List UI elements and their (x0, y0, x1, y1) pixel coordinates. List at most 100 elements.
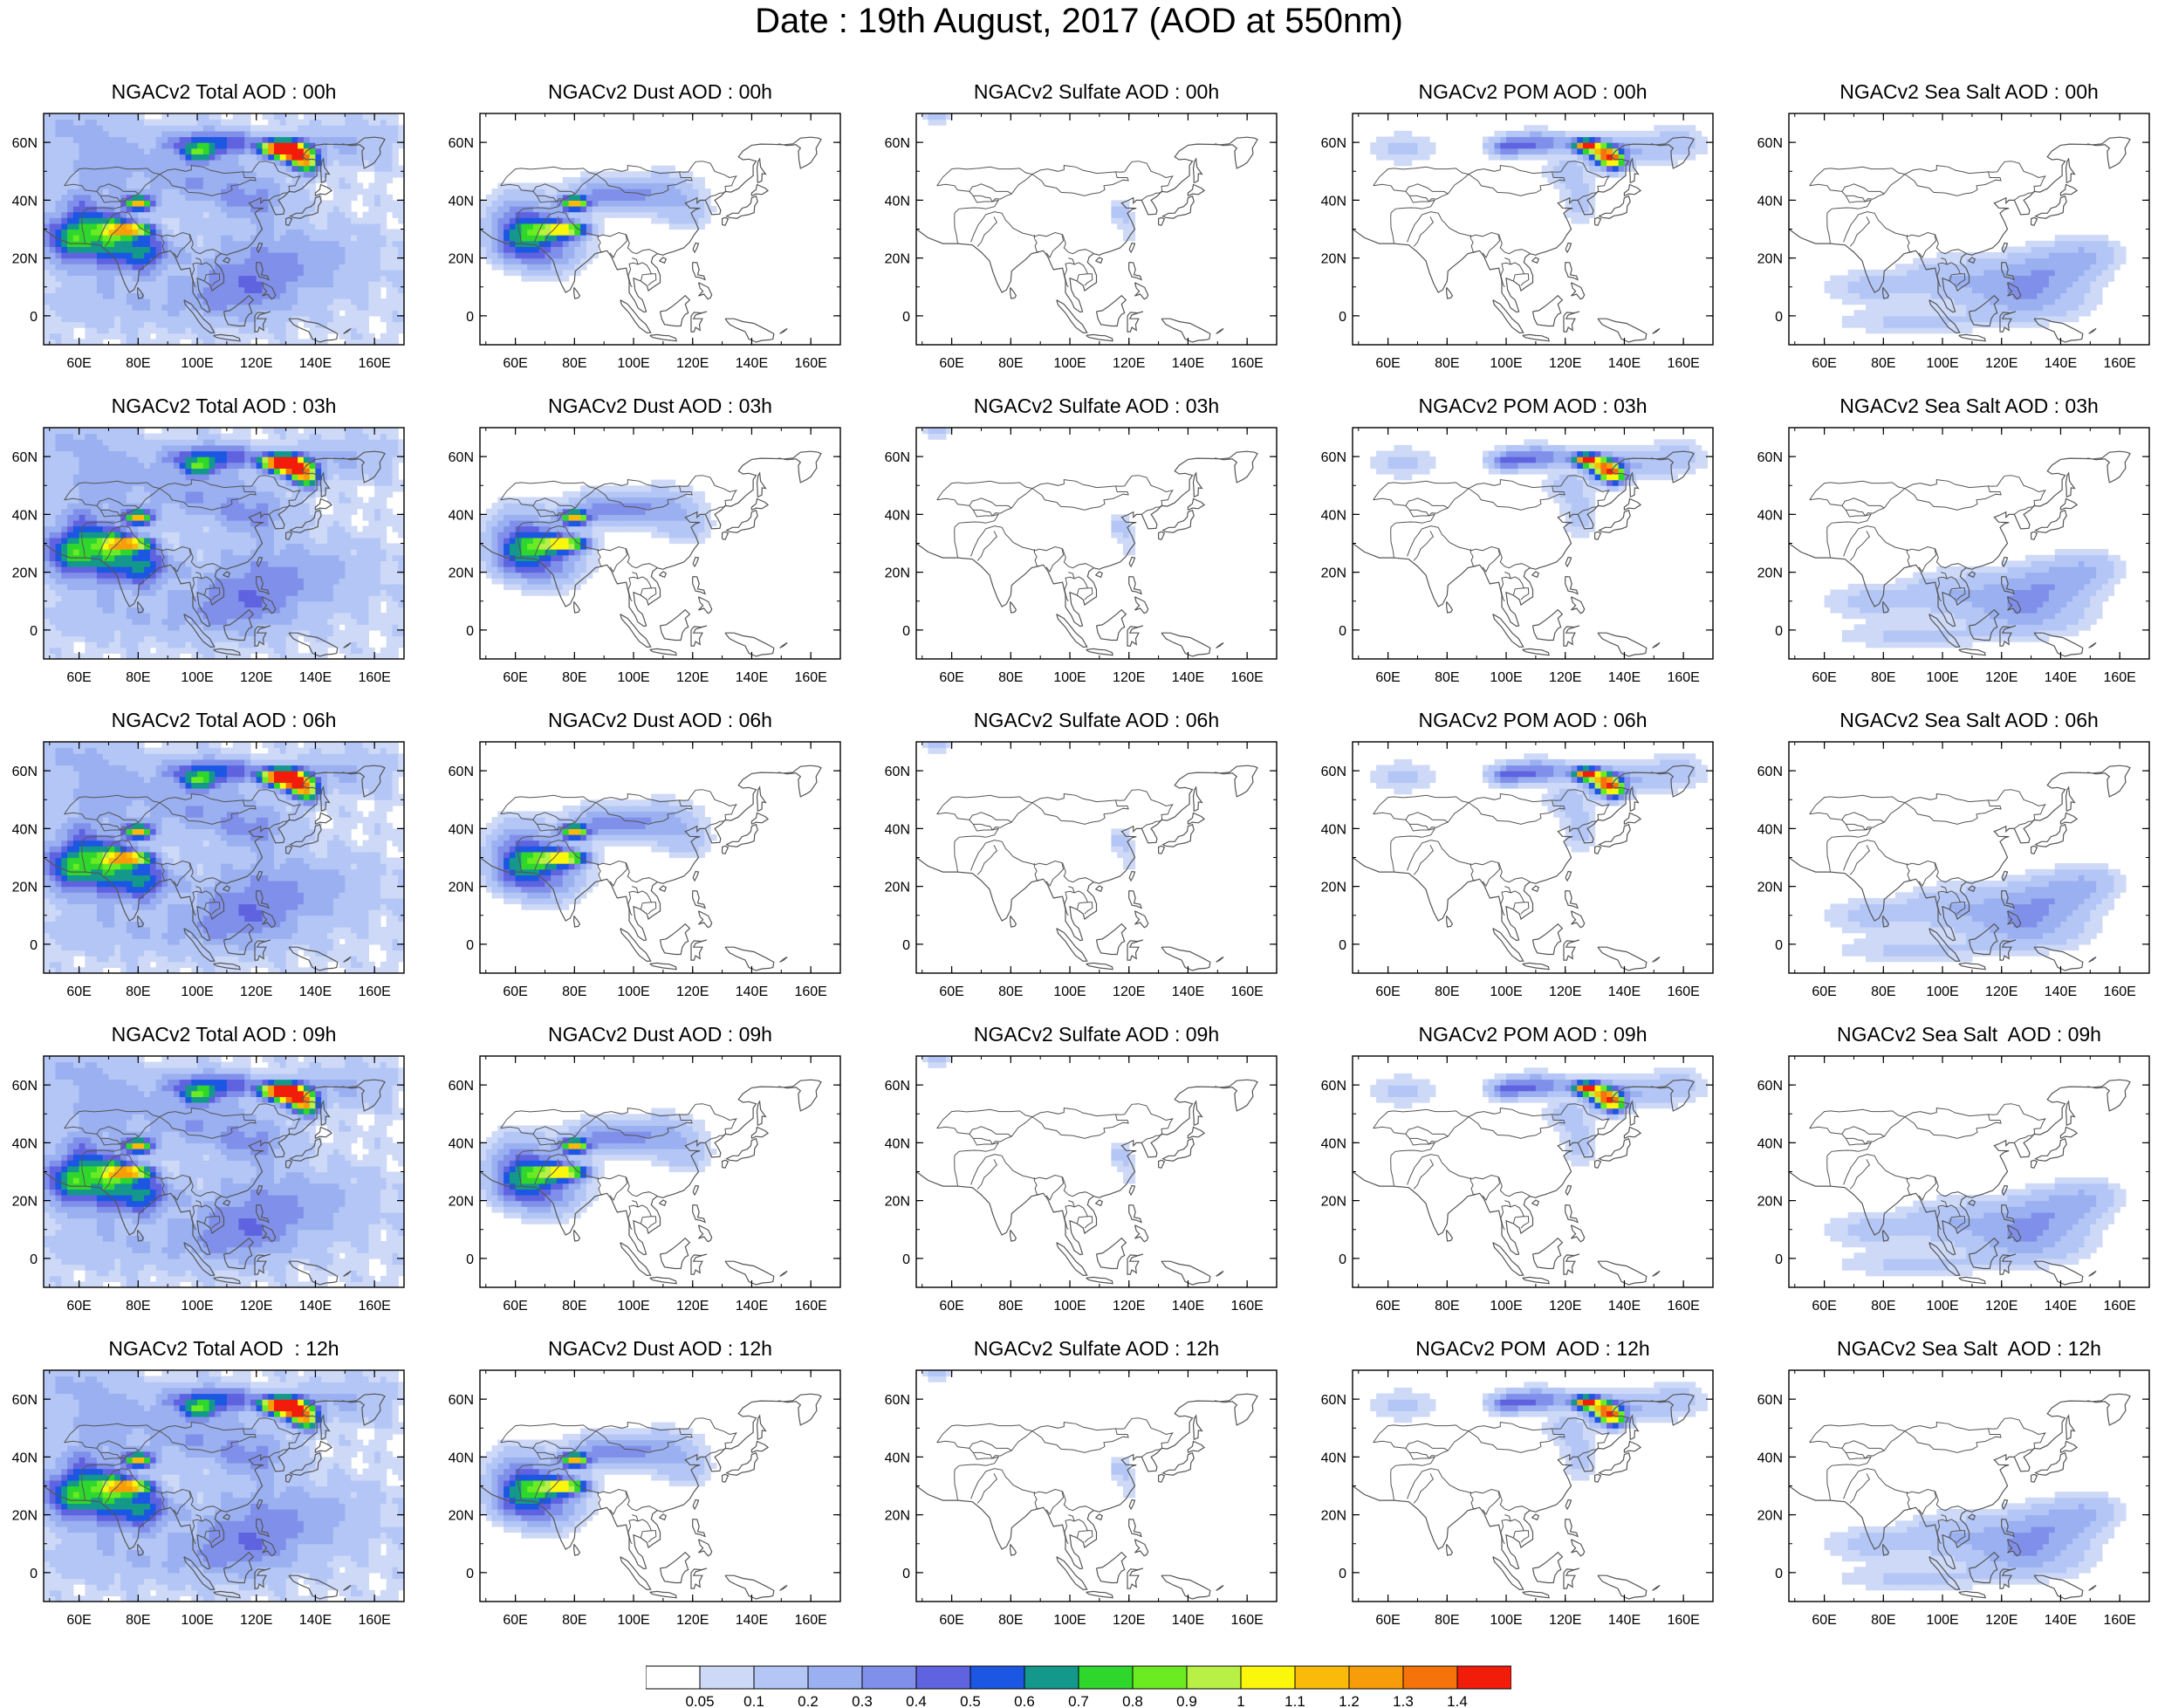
colorbar-label: 1 (1237, 1693, 1244, 1708)
aod-map: 60E 80E 100E 120E 140E 160E 0 20N 40N 60N (1757, 1369, 2150, 1628)
x-tick-label: 60E (1375, 1613, 1400, 1628)
map-panel-dust-12h: NGACv2 Dust AOD : 12h 60E 80E 100E 120E 140E 1… (436, 1337, 873, 1651)
colorbar-swatch (1132, 1665, 1188, 1690)
y-tick-label: 0 (466, 1567, 474, 1581)
x-tick-label: 160E (358, 1613, 390, 1628)
map-frame (915, 1369, 1278, 1602)
y-tick-label: 20N (12, 881, 38, 895)
panel-title: NGACv2 Total AOD : 06h (44, 709, 404, 731)
x-tick-label: 80E (1435, 670, 1459, 685)
country-borders (936, 1417, 1174, 1545)
map-panel-pom-06h: NGACv2 POM AOD : 06h 60E 80E 100E 120E 140E 16… (1309, 709, 1745, 1023)
panel-title: NGACv2 Total AOD : 03h (44, 394, 404, 417)
x-tick-label: 100E (617, 1613, 649, 1628)
x-tick-label: 100E (1053, 670, 1086, 685)
x-tick-label: 160E (1230, 984, 1263, 999)
x-tick-label: 80E (562, 670, 586, 685)
coastlines (1353, 765, 1695, 971)
x-tick-label: 100E (181, 670, 213, 685)
x-tick-label: 60E (503, 356, 527, 371)
x-tick-label: 120E (1113, 1613, 1145, 1628)
y-tick-label: 20N (885, 252, 910, 267)
y-tick-label: 0 (30, 938, 38, 953)
aod-field (480, 1108, 717, 1224)
x-tick-label: 120E (1985, 670, 2018, 685)
colorbar-swatch (915, 1665, 971, 1690)
x-tick-label: 60E (1812, 356, 1836, 371)
y-tick-label: 40N (1757, 1451, 1783, 1465)
x-tick-label: 160E (794, 1613, 826, 1628)
map-panel-pom-03h: NGACv2 POM AOD : 03h 60E 80E 100E 120E 140E 16… (1309, 394, 1745, 709)
x-tick-label: 140E (2045, 984, 2077, 999)
y-tick-label: 40N (1757, 194, 1783, 209)
y-tick-label: 0 (30, 1567, 38, 1581)
figure-title: Date : 19th August, 2017 (AOD at 550nm) (0, 2, 2158, 40)
x-tick-label: 100E (1926, 1613, 1958, 1628)
x-tick-label: 160E (358, 984, 390, 999)
aod-map: 60E 80E 100E 120E 140E 160E 0 20N 40N 60N (1321, 1055, 1714, 1314)
panel-title: NGACv2 Sea Salt AOD : 12h (1789, 1337, 2149, 1360)
x-tick-label: 140E (1608, 1613, 1641, 1628)
coastlines (1353, 450, 1695, 657)
y-tick-label: 60N (449, 1079, 474, 1094)
country-borders (1809, 161, 2046, 288)
colorbar-label: 1.2 (1339, 1693, 1360, 1708)
x-tick-label: 100E (1926, 1299, 1958, 1314)
panel-title: NGACv2 Sea Salt AOD : 09h (1789, 1023, 2149, 1046)
country-borders (64, 1103, 301, 1231)
x-tick-label: 80E (126, 670, 150, 685)
aod-map: 60E 80E 100E 120E 140E 160E 0 20N 40N 60N (449, 113, 841, 371)
panel-title: NGACv2 Sea Salt AOD : 03h (1789, 394, 2149, 417)
colorbar-label: 1.4 (1447, 1693, 1468, 1708)
y-tick-label: 40N (12, 508, 38, 523)
x-tick-label: 120E (1985, 356, 2018, 371)
aod-field (1370, 125, 1708, 224)
colorbar-swatch (646, 1665, 701, 1690)
y-tick-label: 60N (449, 765, 474, 779)
panel-title: NGACv2 Total AOD : 09h (44, 1023, 404, 1046)
y-tick-label: 20N (1757, 252, 1783, 267)
panel-title: NGACv2 Total AOD : 12h (44, 1337, 404, 1360)
x-tick-label: 80E (1871, 1613, 1895, 1628)
aod-map: 60E 80E 100E 120E 140E 160E 0 20N 40N 60N (1757, 741, 2150, 999)
y-tick-label: 60N (885, 765, 910, 779)
y-tick-label: 60N (1321, 765, 1346, 779)
x-tick-label: 100E (1053, 1299, 1086, 1314)
colorbar-swatch (807, 1665, 863, 1690)
panel-title: NGACv2 Sulfate AOD : 12h (916, 1337, 1277, 1360)
country-borders (500, 475, 737, 602)
y-tick-label: 0 (902, 1252, 910, 1267)
panel-title: NGACv2 Sulfate AOD : 00h (916, 80, 1277, 103)
y-tick-label: 40N (449, 508, 474, 523)
map-panel-total-09h: NGACv2 Total AOD : 09h 60E 80E 100E 120E 140E… (0, 1023, 436, 1337)
x-tick-label: 80E (998, 1299, 1023, 1314)
coastlines (916, 1393, 1258, 1600)
coastlines (44, 1079, 386, 1286)
panel-title: NGACv2 Dust AOD : 03h (480, 394, 840, 417)
panel-title: NGACv2 Sea Salt AOD : 00h (1789, 80, 2149, 103)
y-tick-label: 40N (449, 1136, 474, 1151)
map-panel-pom-12h: NGACv2 POM AOD : 12h 60E 80E 100E 120E 140E 16… (1309, 1337, 1745, 1651)
map-panel-total-12h: NGACv2 Total AOD : 12h 60E 80E 100E 120E 140E… (0, 1337, 436, 1651)
aod-map: 60E 80E 100E 120E 140E 160E 0 20N 40N 60N (885, 113, 1278, 371)
aod-map: 60E 80E 100E 120E 140E 160E 0 20N 40N 60N (1757, 427, 2150, 685)
coastlines (480, 450, 822, 657)
x-tick-label: 140E (299, 1613, 332, 1628)
colorbar-label: 1.3 (1393, 1693, 1414, 1708)
aod-map: 60E 80E 100E 120E 140E 160E 0 20N 40N 60N (885, 1369, 1278, 1628)
x-tick-label: 60E (1375, 670, 1400, 685)
x-tick-label: 80E (998, 1613, 1023, 1628)
x-tick-label: 120E (1549, 984, 1581, 999)
y-tick-label: 40N (449, 1451, 474, 1465)
colorbar-svg: 0.05 0.1 0.2 0.3 0.4 0.5 0.6 0.7 0.8 0.9 1 1.1 1.2 1.… (646, 1665, 1511, 1708)
x-tick-label: 100E (617, 984, 649, 999)
y-tick-label: 0 (30, 310, 38, 325)
map-panel-pom-00h: NGACv2 POM AOD : 00h 60E 80E 100E 120E 140E 16… (1309, 80, 1745, 394)
x-tick-label: 80E (998, 984, 1023, 999)
x-tick-label: 140E (736, 356, 768, 371)
aod-map: 60E 80E 100E 120E 140E 160E 0 20N 40N 60N (1321, 741, 1714, 999)
x-tick-label: 140E (1172, 1299, 1204, 1314)
x-tick-label: 140E (736, 984, 768, 999)
y-tick-label: 20N (449, 1195, 474, 1210)
panel-title: NGACv2 Dust AOD : 06h (480, 709, 840, 731)
